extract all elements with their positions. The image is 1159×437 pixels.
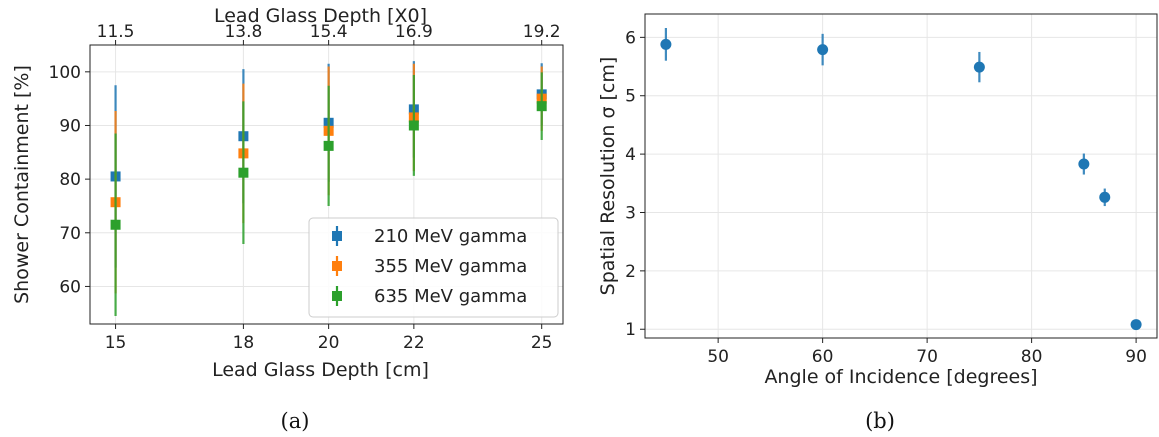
panel-caption: (a) <box>281 409 310 433</box>
data-point <box>660 38 672 50</box>
series-2 <box>110 72 547 316</box>
top-x-tick-label: 11.5 <box>97 22 135 42</box>
x-tick-label: 15 <box>105 333 127 353</box>
top-x-axis-label: Lead Glass Depth [X0] <box>214 5 427 27</box>
chart-panel-a: 15 18 20 22 25 60 70 80 90 100 11.5 13.8 15.4 16.9 19.… <box>11 5 564 433</box>
y-tick-label: 90 <box>59 116 81 136</box>
y-tick-label: 1 <box>625 320 636 340</box>
data-point <box>536 101 547 112</box>
data-point <box>408 120 419 131</box>
data-point <box>323 140 334 151</box>
series-0 <box>660 28 1142 331</box>
x-tick-label: 25 <box>531 333 553 353</box>
y-axis-label: Shower Containment [%] <box>11 65 33 304</box>
x-tick-label: 70 <box>916 347 938 367</box>
legend-marker <box>332 261 342 271</box>
legend-label: 210 MeV gamma <box>374 226 527 247</box>
data-point <box>1130 319 1142 331</box>
legend: 210 MeV gamma 355 MeV gamma 635 MeV gamma <box>308 217 559 318</box>
legend-label: 355 MeV gamma <box>374 256 527 277</box>
legend-label: 635 MeV gamma <box>374 286 527 307</box>
data-point <box>1099 191 1111 203</box>
legend-marker <box>332 231 342 241</box>
data-point <box>973 61 985 73</box>
y-tick-label: 6 <box>625 28 636 48</box>
top-x-tick-label: 16.9 <box>395 22 433 42</box>
data-point <box>238 167 249 178</box>
data-point <box>817 44 829 56</box>
x-tick-label: 50 <box>707 347 729 367</box>
x-tick-label: 22 <box>403 333 425 353</box>
top-x-tick-label: 15.4 <box>310 22 348 42</box>
data-point <box>110 219 121 230</box>
x-axis-label: Angle of Incidence [degrees] <box>764 366 1037 388</box>
plot-frame <box>89 44 564 325</box>
x-tick-label: 18 <box>233 333 255 353</box>
x-tick-label: 20 <box>318 333 340 353</box>
y-tick-label: 4 <box>625 145 636 165</box>
y-tick-label: 60 <box>59 277 81 297</box>
panel-caption: (b) <box>865 409 895 433</box>
y-tick-label: 5 <box>625 87 636 107</box>
x-tick-label: 80 <box>1021 347 1043 367</box>
legend-box <box>308 217 559 318</box>
x-axis-label: Lead Glass Depth [cm] <box>212 359 429 381</box>
top-x-tick-label: 13.8 <box>224 22 262 42</box>
data-point <box>1078 158 1090 170</box>
plot-frame <box>644 13 1158 339</box>
top-x-tick-label: 19.2 <box>523 22 561 42</box>
chart-panel-b: 50 60 70 80 90 1 2 3 4 5 6 Angle of Incidence [degr… <box>597 13 1158 433</box>
y-tick-label: 80 <box>59 170 81 190</box>
x-tick-label: 90 <box>1125 347 1147 367</box>
y-tick-label: 70 <box>59 224 81 244</box>
legend-marker <box>332 291 342 301</box>
y-tick-label: 3 <box>625 203 636 223</box>
y-axis-label: Spatial Resolution σ [cm] <box>597 57 619 296</box>
y-tick-label: 100 <box>49 63 81 83</box>
x-tick-label: 60 <box>812 347 834 367</box>
y-tick-label: 2 <box>625 262 636 282</box>
